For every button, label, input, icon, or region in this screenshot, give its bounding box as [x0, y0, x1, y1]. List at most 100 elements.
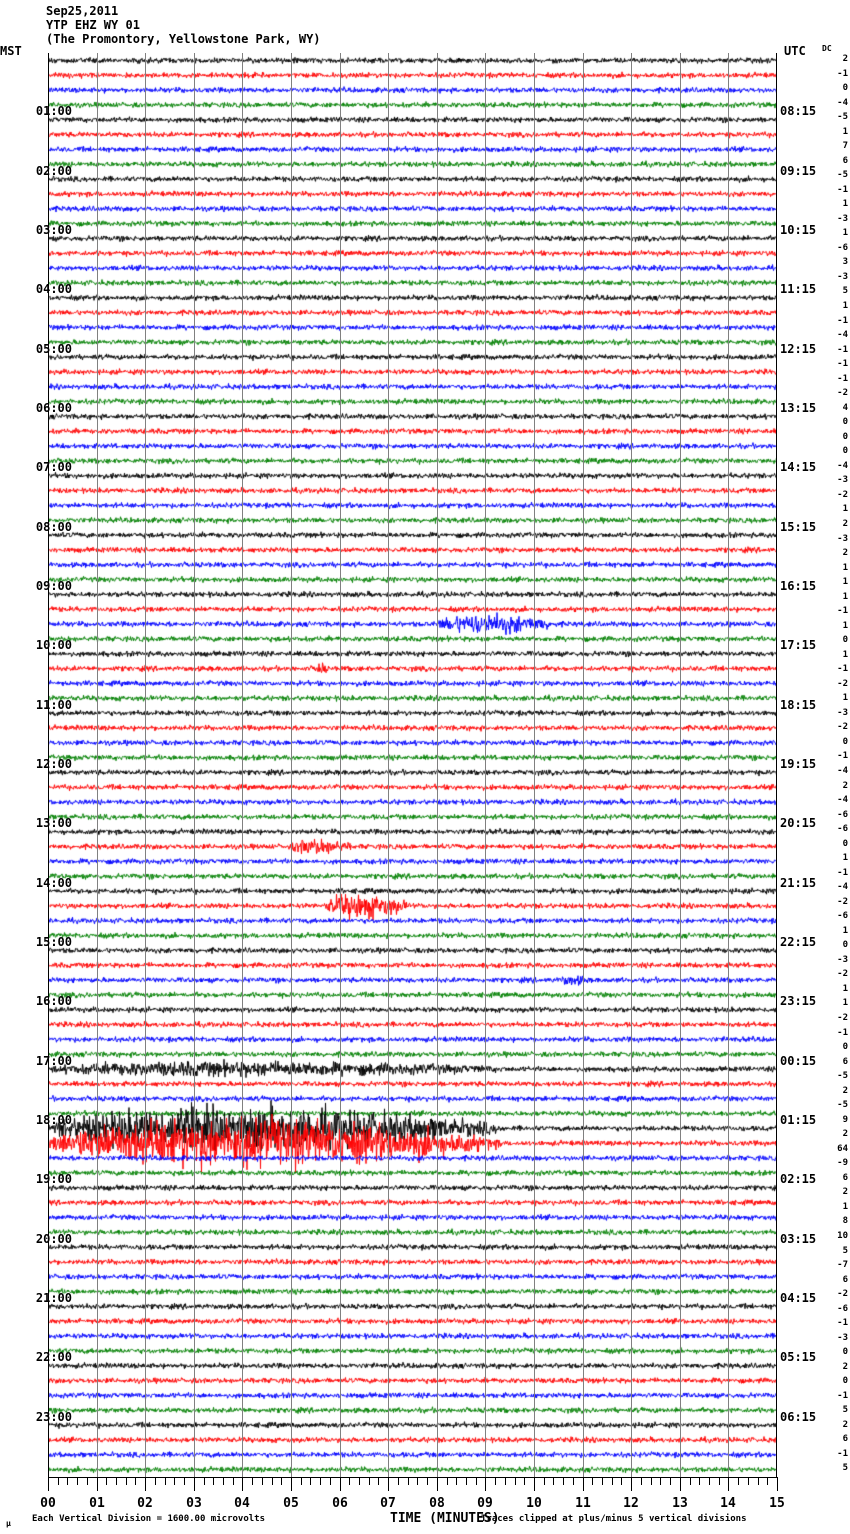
dc-column-label: DC — [822, 44, 832, 53]
x-tick-minor — [767, 1477, 768, 1485]
dc-value: -2 — [837, 1013, 848, 1024]
x-tick-minor — [184, 1477, 185, 1485]
dc-value: 2 — [842, 1085, 848, 1096]
vertical-gridline — [194, 53, 195, 1477]
utc-axis-label: UTC — [784, 44, 806, 58]
header-station: YTP EHZ WY 01 — [46, 18, 140, 32]
x-tick-minor — [67, 1477, 68, 1485]
dc-value: 2 — [842, 518, 848, 529]
dc-value: -9 — [837, 1158, 848, 1169]
dc-value: 2 — [842, 1129, 848, 1140]
dc-value: -6 — [837, 824, 848, 835]
utc-hour-label: 02:15 — [780, 1172, 817, 1187]
dc-value: 1 — [842, 620, 848, 631]
x-tick-minor — [602, 1477, 603, 1485]
mst-hour-label: 11:00 — [35, 697, 72, 712]
footer-clip-note: Traces clipped at plus/minus 5 vertical … — [481, 1514, 747, 1524]
dc-value: -3 — [837, 271, 848, 282]
dc-value: -2 — [837, 388, 848, 399]
dc-value: 0 — [842, 1376, 848, 1387]
mst-hour-label: 20:00 — [35, 1231, 72, 1246]
dc-value: -6 — [837, 911, 848, 922]
x-tick-major — [97, 1477, 98, 1491]
vertical-gridline — [631, 53, 632, 1477]
x-tick-label: 03 — [186, 1496, 202, 1511]
x-tick-major — [534, 1477, 535, 1491]
dc-value: -2 — [837, 1289, 848, 1300]
plot-border-left — [48, 53, 49, 1477]
mst-hour-label: 01:00 — [35, 104, 72, 119]
dc-value: -6 — [837, 242, 848, 253]
dc-value: 1 — [842, 853, 848, 864]
dc-value: 1 — [842, 228, 848, 239]
x-tick-minor — [58, 1477, 59, 1485]
dc-value: 2 — [842, 1361, 848, 1372]
dc-value: 2 — [842, 548, 848, 559]
x-tick-label: 01 — [89, 1496, 105, 1511]
dc-value: -4 — [837, 97, 848, 108]
mst-hour-label: 13:00 — [35, 816, 72, 831]
dc-value: -4 — [837, 766, 848, 776]
mst-hour-label: 12:00 — [35, 757, 72, 771]
dc-value: 1 — [842, 504, 848, 515]
dc-value: 64 — [837, 1143, 848, 1154]
dc-value: -1 — [837, 359, 848, 370]
x-tick-minor — [758, 1477, 759, 1485]
utc-hour-label: 18:15 — [780, 697, 817, 712]
dc-value: 8 — [842, 1216, 848, 1227]
utc-hour-label: 09:15 — [780, 163, 817, 178]
x-tick-minor — [359, 1477, 360, 1485]
x-tick-label: 08 — [429, 1496, 445, 1511]
x-tick-minor — [87, 1477, 88, 1485]
utc-hour-label: 14:15 — [780, 460, 817, 475]
x-tick-minor — [505, 1477, 506, 1485]
dc-value: -1 — [837, 1027, 848, 1038]
x-tick-minor — [748, 1477, 749, 1485]
x-tick-minor — [310, 1477, 311, 1485]
x-tick-minor — [272, 1477, 273, 1485]
dc-value: 6 — [842, 1274, 848, 1285]
utc-hour-label: 17:15 — [780, 638, 817, 653]
mst-hour-label: 22:00 — [35, 1350, 72, 1365]
dc-value: -4 — [837, 460, 848, 471]
x-tick-minor — [320, 1477, 321, 1485]
x-tick-minor — [690, 1477, 691, 1485]
x-tick-label: 04 — [234, 1496, 250, 1511]
mst-hour-label: 02:00 — [35, 163, 72, 178]
dc-value: -4 — [837, 882, 848, 893]
x-tick-major — [777, 1477, 778, 1491]
utc-hour-label: 04:15 — [780, 1291, 817, 1305]
dc-value: 5 — [842, 1405, 848, 1416]
x-tick-major — [728, 1477, 729, 1491]
x-tick-major — [631, 1477, 632, 1491]
mst-hour-label: 04:00 — [35, 282, 72, 297]
vertical-gridline — [388, 53, 389, 1477]
dc-value: -5 — [837, 1100, 848, 1111]
dc-value: -1 — [837, 1448, 848, 1459]
dc-value: 4 — [842, 402, 848, 413]
x-tick-label: 09 — [477, 1496, 493, 1511]
utc-hour-label: 00:15 — [780, 1053, 817, 1068]
dc-value: 0 — [842, 417, 848, 428]
dc-value: -2 — [837, 489, 848, 500]
x-tick-label: 13 — [672, 1496, 688, 1511]
utc-hour-label: 01:15 — [780, 1113, 817, 1127]
x-tick-minor — [427, 1477, 428, 1485]
dc-value: 1 — [842, 693, 848, 704]
dc-value: -1 — [837, 867, 848, 878]
x-tick-minor — [524, 1477, 525, 1485]
mst-hour-label: 18:00 — [35, 1113, 72, 1127]
helicorder-plot[interactable] — [48, 53, 777, 1477]
utc-hour-label: 10:15 — [780, 223, 817, 237]
dc-value: 0 — [842, 1042, 848, 1053]
dc-value: -1 — [837, 344, 848, 355]
dc-value: 6 — [842, 1172, 848, 1183]
x-tick-minor — [592, 1477, 593, 1485]
x-tick-minor — [330, 1477, 331, 1485]
dc-value: -6 — [837, 1303, 848, 1314]
dc-value: 6 — [842, 1434, 848, 1445]
mst-hour-label: 21:00 — [35, 1291, 72, 1305]
dc-value: -4 — [837, 330, 848, 341]
dc-value: -6 — [837, 809, 848, 820]
dc-value: 1 — [842, 301, 848, 312]
